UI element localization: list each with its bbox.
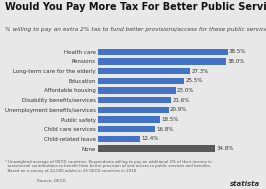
Text: % willing to pay an extra 2% tax to fund better provisions/access for these publ: % willing to pay an extra 2% tax to fund…	[5, 27, 266, 32]
Text: 23.0%: 23.0%	[177, 88, 194, 93]
Bar	[98, 107, 169, 113]
Text: 12.4%: 12.4%	[141, 136, 159, 141]
Text: 34.8%: 34.8%	[217, 146, 234, 151]
Text: 38.0%: 38.0%	[227, 59, 244, 64]
Bar	[98, 145, 215, 152]
Text: Would You Pay More Tax For Better Public Services?: Would You Pay More Tax For Better Public…	[5, 2, 266, 12]
Bar	[98, 116, 160, 123]
Bar	[98, 126, 155, 132]
Text: 25.5%: 25.5%	[185, 78, 203, 83]
Bar	[98, 49, 227, 55]
Bar	[98, 58, 226, 65]
Text: 38.5%: 38.5%	[229, 49, 246, 54]
Text: 16.8%: 16.8%	[156, 127, 173, 132]
Text: 21.6%: 21.6%	[172, 98, 190, 103]
Text: 18.5%: 18.5%	[162, 117, 179, 122]
Bar	[98, 87, 176, 94]
Bar	[98, 78, 184, 84]
Bar	[98, 97, 171, 103]
Bar	[98, 136, 140, 142]
Text: * Unweighted average of OECD countries. Respondents willing to pay an additional: * Unweighted average of OECD countries. …	[5, 160, 212, 173]
Text: 27.3%: 27.3%	[191, 69, 209, 74]
Bar	[98, 68, 190, 74]
Text: 20.9%: 20.9%	[170, 107, 187, 112]
Text: statista: statista	[230, 181, 261, 187]
Text: Source: OECD: Source: OECD	[37, 179, 66, 183]
